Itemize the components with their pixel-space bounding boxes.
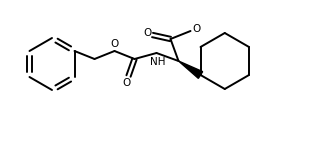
Text: O: O	[122, 78, 131, 88]
Polygon shape	[178, 61, 203, 78]
Text: O: O	[143, 28, 152, 38]
Text: O: O	[110, 39, 119, 49]
Text: NH: NH	[150, 57, 165, 67]
Text: O: O	[192, 24, 201, 34]
